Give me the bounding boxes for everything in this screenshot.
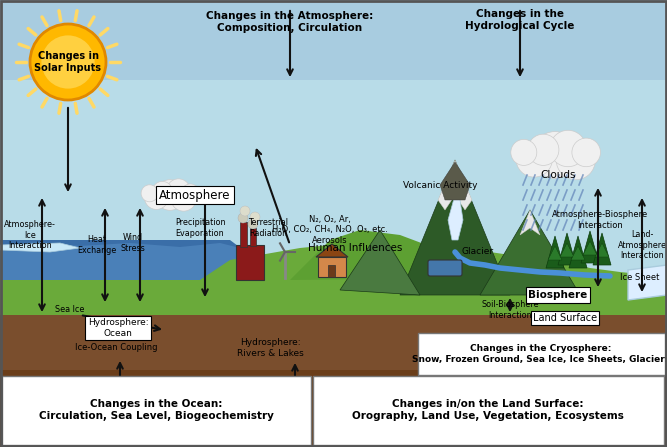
- Circle shape: [532, 131, 578, 178]
- Text: Human Influences: Human Influences: [307, 243, 402, 253]
- Text: Terrestrial
Radiation: Terrestrial Radiation: [248, 218, 288, 238]
- Polygon shape: [571, 246, 585, 260]
- Circle shape: [528, 134, 559, 165]
- Text: Land-
Atmosphere
Interaction: Land- Atmosphere Interaction: [618, 230, 666, 260]
- Text: Ice-Ocean Coupling: Ice-Ocean Coupling: [75, 343, 157, 353]
- Circle shape: [250, 212, 260, 222]
- Bar: [240, 222, 247, 247]
- Polygon shape: [628, 265, 667, 300]
- Circle shape: [238, 213, 248, 223]
- Polygon shape: [448, 195, 463, 240]
- Text: Volcanic Activity: Volcanic Activity: [403, 181, 478, 190]
- Bar: [250, 228, 256, 246]
- Bar: [0, 280, 667, 310]
- Text: Atmosphere-
Ice
Interaction: Atmosphere- Ice Interaction: [4, 220, 56, 250]
- FancyBboxPatch shape: [428, 260, 462, 276]
- Text: Wind
Stress: Wind Stress: [121, 233, 145, 253]
- Circle shape: [516, 141, 552, 177]
- Text: Land Surface: Land Surface: [533, 313, 597, 323]
- Circle shape: [41, 35, 95, 89]
- Text: Clouds: Clouds: [540, 170, 576, 180]
- Polygon shape: [440, 162, 470, 200]
- Text: Changes in the
Hydrological Cycle: Changes in the Hydrological Cycle: [466, 9, 575, 31]
- Circle shape: [30, 24, 106, 100]
- Text: Hydrosphere:
Rivers & Lakes: Hydrosphere: Rivers & Lakes: [237, 338, 303, 358]
- Polygon shape: [583, 241, 597, 255]
- Polygon shape: [316, 244, 348, 257]
- Text: Changes in/on the Land Surface:
Orography, Land Use, Vegetation, Ecosystems: Changes in/on the Land Surface: Orograph…: [352, 399, 624, 421]
- Polygon shape: [593, 233, 611, 265]
- Polygon shape: [340, 230, 420, 295]
- Polygon shape: [569, 236, 587, 268]
- Polygon shape: [520, 210, 540, 235]
- Text: Hydrosphere:
Ocean: Hydrosphere: Ocean: [87, 318, 148, 337]
- Text: Changes in
Solar Inputs: Changes in Solar Inputs: [35, 51, 101, 73]
- Circle shape: [171, 186, 196, 211]
- Polygon shape: [548, 246, 562, 260]
- Text: Atmosphere-Biosphere
Interaction: Atmosphere-Biosphere Interaction: [552, 210, 648, 230]
- Circle shape: [248, 219, 258, 229]
- Text: Heat
Exchange: Heat Exchange: [77, 235, 117, 255]
- Circle shape: [145, 186, 168, 210]
- FancyBboxPatch shape: [313, 376, 664, 445]
- Text: Atmosphere: Atmosphere: [159, 189, 231, 202]
- Bar: [0, 370, 667, 447]
- Circle shape: [141, 185, 158, 202]
- Polygon shape: [400, 160, 510, 295]
- Polygon shape: [480, 210, 580, 295]
- Text: Changes in the Ocean:
Circulation, Sea Level, Biogeochemistry: Changes in the Ocean: Circulation, Sea L…: [39, 399, 273, 421]
- Polygon shape: [0, 240, 260, 315]
- Polygon shape: [0, 245, 667, 315]
- Text: Soil-Biosphere
Interaction: Soil-Biosphere Interaction: [482, 300, 539, 320]
- Circle shape: [556, 141, 596, 180]
- Bar: [236, 245, 264, 280]
- Text: Ice Sheet: Ice Sheet: [620, 274, 660, 283]
- Bar: [0, 0, 667, 80]
- Text: Precipitation
Evaporation: Precipitation Evaporation: [175, 218, 225, 238]
- FancyBboxPatch shape: [418, 333, 665, 375]
- FancyBboxPatch shape: [2, 376, 311, 445]
- Polygon shape: [595, 243, 609, 257]
- Polygon shape: [0, 242, 260, 315]
- Circle shape: [167, 179, 190, 202]
- Polygon shape: [581, 231, 599, 263]
- Circle shape: [511, 139, 537, 165]
- Text: Glacier: Glacier: [462, 248, 494, 257]
- Circle shape: [572, 138, 600, 167]
- Bar: [328, 265, 335, 277]
- Polygon shape: [290, 230, 500, 280]
- Text: Changes in the Atmosphere:
Composition, Circulation: Changes in the Atmosphere: Composition, …: [206, 11, 374, 33]
- Polygon shape: [558, 233, 576, 265]
- Circle shape: [240, 206, 250, 216]
- Text: Changes in the Cryosphere:
Snow, Frozen Ground, Sea Ice, Ice Sheets, Glaciers: Changes in the Cryosphere: Snow, Frozen …: [412, 344, 667, 364]
- Polygon shape: [438, 160, 472, 210]
- Text: Biosphere: Biosphere: [528, 290, 588, 300]
- Polygon shape: [546, 236, 564, 268]
- Polygon shape: [0, 243, 80, 252]
- Circle shape: [152, 181, 173, 202]
- Polygon shape: [560, 243, 574, 257]
- Text: N₂, O₂, Ar,
H₂O, CO₂, CH₄, N₂O, O₃, etc.
Aerosols: N₂, O₂, Ar, H₂O, CO₂, CH₄, N₂O, O₃, etc.…: [272, 215, 388, 245]
- Circle shape: [155, 180, 185, 210]
- Bar: [0, 280, 667, 447]
- Text: Sea Ice: Sea Ice: [55, 305, 84, 315]
- Circle shape: [181, 184, 199, 202]
- Bar: [0, 0, 667, 320]
- Circle shape: [550, 130, 586, 167]
- Bar: [318, 257, 346, 277]
